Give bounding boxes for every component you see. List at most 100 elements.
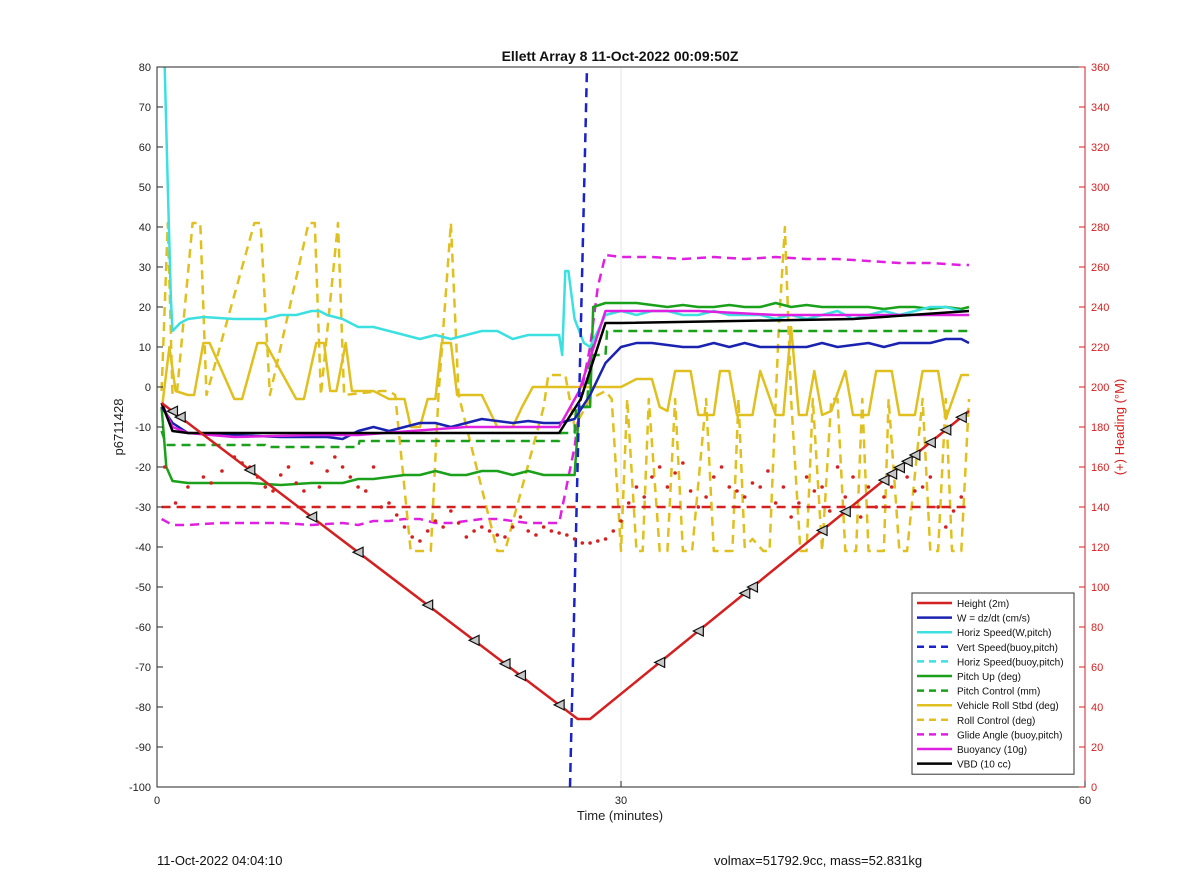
heading-point <box>742 495 747 499</box>
heading-point <box>565 533 569 537</box>
y-tick-label: -80 <box>135 702 151 714</box>
height-marker <box>939 423 952 436</box>
heading-point <box>263 485 268 489</box>
heading-point <box>464 535 469 539</box>
height-marker <box>838 505 851 518</box>
height-marker <box>498 657 511 670</box>
y-tick-label: -20 <box>135 462 151 474</box>
heading-point <box>773 501 778 505</box>
heading-point <box>441 525 445 529</box>
heading-point <box>402 525 407 529</box>
heading-point <box>557 531 561 535</box>
heading-point <box>240 461 244 465</box>
heading-point <box>534 533 538 537</box>
heading-point <box>596 539 600 543</box>
y-tick-label: -90 <box>135 742 151 754</box>
height-marker <box>552 698 565 711</box>
y-tick-label: 80 <box>139 62 151 74</box>
series-line-glide <box>160 253 969 527</box>
y2-tick-label: 0 <box>1091 782 1097 794</box>
heading-point <box>920 485 925 489</box>
series-layer <box>160 66 971 788</box>
series-line-vbd <box>160 309 970 435</box>
y2-tick-label: 340 <box>1091 102 1109 114</box>
chart-title: Ellett Array 8 11-Oct-2022 00:09:50Z <box>502 48 739 64</box>
y2-tick-label: 320 <box>1091 142 1109 154</box>
heading-point <box>750 481 755 485</box>
heading-point <box>387 501 391 505</box>
legend-label-buoyancy: Buoyancy (10g) <box>957 745 1027 756</box>
heading-point <box>936 505 940 509</box>
heading-point <box>913 489 917 493</box>
legend-label-pitch: Pitch Up (deg) <box>957 672 1021 683</box>
heading-point <box>835 465 840 469</box>
y-tick-label: 20 <box>139 302 151 314</box>
y-tick-label: -10 <box>135 422 151 434</box>
heading-point <box>611 529 616 533</box>
heading-point <box>928 475 933 479</box>
height-marker <box>893 461 906 474</box>
y-tick-label: 50 <box>139 182 151 194</box>
heading-point <box>286 465 291 469</box>
heading-point <box>812 489 817 493</box>
height-marker <box>421 599 434 612</box>
y2-tick-label: 60 <box>1091 662 1103 674</box>
y-tick-label: -30 <box>135 502 151 514</box>
heading-point <box>449 509 453 513</box>
height-marker <box>467 634 480 647</box>
heading-point <box>828 509 832 513</box>
y2-tick-label: 300 <box>1091 182 1109 194</box>
heading-point <box>588 541 592 545</box>
heading-point <box>220 469 224 473</box>
height-marker <box>351 546 364 559</box>
y2-tick-label: 80 <box>1091 622 1103 634</box>
y-tick-label: -50 <box>135 582 151 594</box>
legend-label-glide: Glide Angle (buoy,pitch) <box>957 730 1062 741</box>
heading-point <box>271 489 275 493</box>
height-marker <box>954 411 967 424</box>
heading-point <box>201 475 206 479</box>
legend-label-roll_ctrl: Roll Control (deg) <box>957 716 1035 727</box>
height-marker <box>166 405 179 418</box>
heading-point <box>603 537 608 541</box>
legend-label-horiz_w: Horiz Speed(W,pitch) <box>957 628 1051 639</box>
legend-label-w: W = dz/dt (cm/s) <box>957 614 1030 625</box>
heading-point <box>696 505 701 509</box>
heading-point <box>317 485 322 489</box>
x-axis-label: Time (minutes) <box>577 808 663 823</box>
heading-point <box>905 475 909 479</box>
y-tick-label: 60 <box>139 142 151 154</box>
heading-point <box>874 505 878 509</box>
heading-point <box>951 509 956 513</box>
y2-tick-label: 180 <box>1091 422 1109 434</box>
heading-point <box>294 481 299 485</box>
series-line-horiz_w <box>163 66 962 357</box>
heading-point <box>866 485 871 489</box>
heading-point <box>572 537 577 541</box>
heading-point <box>804 475 809 479</box>
x-tick-label: 60 <box>1079 795 1091 807</box>
heading-point <box>480 525 484 529</box>
heading-point <box>186 485 190 489</box>
y-tick-label: -100 <box>129 782 151 794</box>
heading-point <box>487 529 492 533</box>
y2-tick-label: 260 <box>1091 262 1109 274</box>
y2-tick-label: 220 <box>1091 342 1109 354</box>
heading-point <box>959 495 964 499</box>
y2-tick-label: 200 <box>1091 382 1109 394</box>
heading-point <box>758 485 762 489</box>
series-line-vert_buoy <box>568 66 589 788</box>
heading-point <box>418 539 422 543</box>
y2-tick-label: 160 <box>1091 462 1109 474</box>
y-tick-label: -70 <box>135 662 151 674</box>
y2-tick-label: 120 <box>1091 542 1109 554</box>
legend-label-horiz_buoy: Horiz Speed(buoy,pitch) <box>957 657 1064 668</box>
heading-point <box>580 541 585 545</box>
height-marker <box>908 449 921 461</box>
heading-point <box>657 465 662 469</box>
height-marker <box>877 474 890 487</box>
legend-label-vert_buoy: Vert Speed(buoy,pitch) <box>957 643 1058 654</box>
y-tick-label: 0 <box>145 382 151 394</box>
y-tick-label: 70 <box>139 102 151 114</box>
